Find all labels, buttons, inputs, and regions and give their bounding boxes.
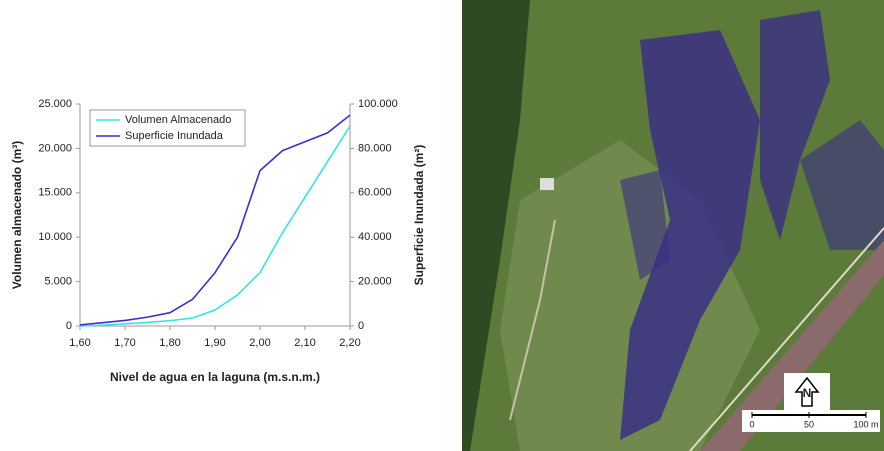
x-tick-label: 1,80 [159, 337, 180, 349]
y-tick-label: 15.000 [38, 187, 72, 199]
legend-label: Superficie Inundada [125, 130, 224, 142]
y2-tick-label: 40.000 [358, 231, 392, 243]
y-tick-label: 10.000 [38, 231, 72, 243]
y-tick-label: 25.000 [38, 98, 72, 110]
aerial-image: N 0 50 100 m [462, 0, 884, 451]
y2-tick-label: 60.000 [358, 187, 392, 199]
y2-tick-label: 100.000 [358, 98, 398, 110]
series-line [80, 126, 350, 326]
y-tick-label: 20.000 [38, 142, 72, 154]
x-axis-title: Nivel de agua en la laguna (m.s.n.m.) [110, 370, 320, 384]
y2-axis-title: Superficie Inundada (m²) [412, 145, 426, 286]
scale-label: 50 [804, 419, 814, 429]
x-tick-label: 2,20 [339, 337, 360, 349]
x-tick-label: 1,60 [69, 337, 90, 349]
series-line [80, 115, 350, 325]
y-tick-label: 0 [66, 320, 72, 332]
scale-label: 100 m [853, 419, 878, 429]
y2-tick-label: 20.000 [358, 276, 392, 288]
north-label: N [803, 386, 812, 400]
scale-label: 0 [749, 419, 754, 429]
x-tick-label: 2,00 [249, 337, 270, 349]
y-axis-title: Volumen almacenado (m³) [10, 141, 24, 289]
y2-tick-label: 0 [358, 320, 364, 332]
y-tick-label: 5.000 [44, 276, 72, 288]
legend-label: Volumen Almacenado [125, 114, 231, 126]
x-tick-label: 1,90 [204, 337, 225, 349]
y2-tick-label: 80.000 [358, 142, 392, 154]
x-tick-label: 1,70 [114, 337, 135, 349]
chart: Nivel de agua en la laguna (m.s.n.m.) Vo… [10, 98, 426, 384]
x-tick-label: 2,10 [294, 337, 315, 349]
page: N 0 50 100 m Nivel de agua en la laguna … [0, 0, 884, 451]
